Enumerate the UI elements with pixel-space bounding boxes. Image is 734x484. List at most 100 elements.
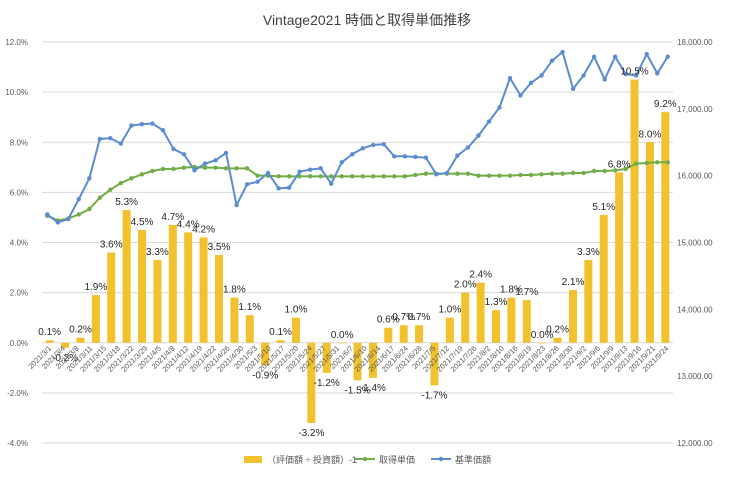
bar-data-label: 1.0%	[285, 305, 308, 316]
bar-data-label: 0.2%	[546, 325, 569, 336]
nav-price-point	[445, 171, 449, 175]
bar	[107, 253, 115, 343]
left-axis: -4.0%-2.0%0.0%2.0%4.0%6.0%8.0%10.0%12.0%	[5, 38, 28, 448]
bar	[415, 325, 423, 343]
legend-swatch-marker	[363, 457, 367, 461]
nav-price-point	[581, 73, 585, 77]
acquisition-price-point	[371, 174, 375, 178]
left-tick-label: 4.0%	[10, 239, 28, 248]
acquisition-price-point	[308, 174, 312, 178]
nav-price-point	[150, 121, 154, 125]
bar-data-label: 1.3%	[485, 297, 508, 308]
acquisition-price-point	[476, 173, 480, 177]
bar	[400, 325, 408, 343]
nav-price-point	[266, 171, 270, 175]
left-tick-label: 10.0%	[5, 88, 28, 97]
nav-price-line	[47, 52, 667, 222]
acquisition-price-point	[634, 161, 638, 165]
acquisition-price-point	[98, 196, 102, 200]
nav-price-point	[560, 50, 564, 54]
nav-price-point	[613, 55, 617, 59]
acquisition-price-point	[318, 174, 322, 178]
left-tick-label: 12.0%	[5, 38, 28, 47]
bar-data-label: 1.8%	[223, 285, 246, 296]
bar	[338, 343, 346, 344]
nav-price-point	[276, 186, 280, 190]
acquisition-price-point	[392, 174, 396, 178]
acquisition-price-point	[255, 173, 259, 177]
left-tick-label: -4.0%	[7, 439, 28, 448]
nav-price-point	[108, 136, 112, 140]
bar	[446, 318, 454, 343]
right-tick-label: 18,000.00	[677, 38, 713, 47]
bar	[646, 142, 654, 343]
acquisition-price-point	[213, 165, 217, 169]
bar	[46, 340, 54, 343]
legend-swatch-marker	[439, 457, 443, 461]
acquisition-price-point	[382, 174, 386, 178]
bar	[153, 260, 161, 343]
nav-price-point	[245, 182, 249, 186]
bar-data-label: 0.1%	[38, 327, 61, 338]
bar	[492, 310, 500, 343]
acquisition-price-point	[424, 171, 428, 175]
acquisition-price-point	[413, 173, 417, 177]
acquisition-price-point	[655, 160, 659, 164]
acquisition-price-point	[560, 171, 564, 175]
nav-price-point	[645, 52, 649, 56]
acquisition-price-point	[119, 181, 123, 185]
nav-price-point	[213, 158, 217, 162]
acquisition-price-point	[602, 169, 606, 173]
left-tick-label: -2.0%	[7, 389, 28, 398]
nav-price-point	[350, 152, 354, 156]
nav-price-point	[455, 153, 459, 157]
nav-price-point	[340, 160, 344, 164]
nav-price-point	[508, 76, 512, 80]
nav-price-point	[413, 155, 417, 159]
bar	[569, 290, 577, 343]
nav-price-point	[666, 55, 670, 59]
bar	[461, 293, 469, 343]
bar-data-label: 5.1%	[592, 202, 615, 213]
nav-price-point	[129, 123, 133, 127]
acquisition-price-point	[571, 171, 575, 175]
gridlines	[42, 42, 673, 443]
bar-data-label: 4.2%	[192, 224, 215, 235]
nav-price-point	[329, 181, 333, 185]
right-tick-label: 16,000.00	[677, 172, 713, 181]
bar	[631, 80, 639, 343]
right-tick-label: 15,000.00	[677, 239, 713, 248]
nav-price-point	[224, 151, 228, 155]
bar	[523, 300, 531, 343]
nav-price-point	[171, 147, 175, 151]
left-tick-label: 2.0%	[10, 289, 28, 298]
nav-price-point	[45, 212, 49, 216]
acquisition-price-point	[87, 207, 91, 211]
bar	[384, 328, 392, 343]
acquisition-price-point	[666, 160, 670, 164]
bar-data-label: 3.6%	[100, 240, 123, 251]
bar	[277, 340, 285, 343]
bar	[138, 230, 146, 343]
acquisition-price-point	[140, 172, 144, 176]
bar-data-label: 10.5%	[620, 67, 648, 78]
nav-price-point	[161, 128, 165, 132]
bar	[477, 283, 485, 343]
left-tick-label: 6.0%	[10, 188, 28, 197]
nav-price-point	[255, 179, 259, 183]
bar	[200, 237, 208, 342]
left-tick-label: 8.0%	[10, 138, 28, 147]
nav-price-point	[655, 71, 659, 75]
bar-data-label: 1.1%	[238, 302, 261, 313]
bar-data-label: 4.5%	[131, 217, 154, 228]
nav-price-point	[192, 168, 196, 172]
nav-price-point	[466, 145, 470, 149]
bar-data-label: 8.0%	[639, 129, 662, 140]
bar	[123, 210, 131, 343]
bar-data-label: 3.3%	[577, 247, 600, 258]
right-tick-label: 12,000.00	[677, 439, 713, 448]
acquisition-price-point	[203, 165, 207, 169]
nav-price-point	[550, 59, 554, 63]
nav-price-point	[602, 77, 606, 81]
acquisition-price-point	[276, 174, 280, 178]
